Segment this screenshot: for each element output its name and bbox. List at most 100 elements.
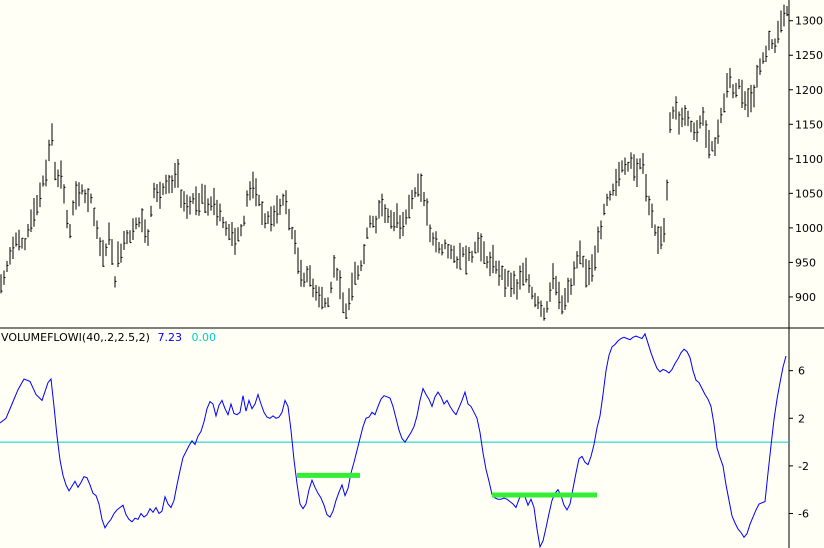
ohlc-bar [381,193,384,217]
ohlc-bar [732,84,735,99]
ohlc-bar [156,184,159,203]
ohlc-bar [528,274,531,293]
ohlc-bar [246,190,249,207]
ohlc-bar [408,194,411,219]
ohlc-bar [168,174,171,194]
ohlc-bar [729,67,732,89]
ohlc-bar [630,152,633,169]
ohlc-bar [141,208,144,233]
ohlc-bar [438,241,441,254]
ohlc-bar [531,286,534,300]
ohlc-bar [645,174,648,202]
ohlc-bar [363,244,366,265]
price-tick-label: 1000 [795,222,823,235]
ohlc-bar [654,224,657,237]
ohlc-bar [309,265,312,287]
ohlc-bar [708,129,711,159]
ohlc-bar [339,270,342,300]
ohlc-bar [60,160,63,189]
ohlc-bar [549,282,552,302]
ohlc-bar [513,270,516,295]
ohlc-bar [210,196,213,211]
ohlc-bar [540,300,543,317]
indicator-y-axis: 6 2 -2 -6 [789,365,809,520]
ohlc-bar [264,213,267,229]
ohlc-bar [138,217,141,228]
ohlc-bar [183,191,186,212]
ohlc-bar [663,218,666,243]
ohlc-bar [54,161,57,181]
ohlc-bar [78,182,81,207]
ohlc-bar [231,222,234,247]
ohlc-bar [255,178,258,207]
ohlc-bar [189,196,192,215]
ohlc-bar [429,224,432,243]
ohlc-bar [576,251,579,269]
ohlc-bar [276,195,279,224]
ohlc-bar [726,72,729,98]
ohlc-bar [558,281,561,310]
ohlc-bar [399,215,402,239]
ohlc-bar [780,10,783,33]
ohlc-bar [591,254,594,282]
ohlc-bar [327,297,330,308]
ohlc-bar [771,39,774,49]
price-tick-label: 950 [795,256,816,269]
ohlc-bar [564,288,567,311]
ohlc-bar [192,193,195,204]
ohlc-bar [30,209,33,232]
ohlc-bar [774,38,777,54]
price-tick-label: 900 [795,291,816,304]
ohlc-bar [624,157,627,175]
ohlc-bar [702,106,705,126]
ohlc-bar [738,78,741,90]
ohlc-bar [129,230,132,244]
ohlc-bar [522,262,525,286]
ohlc-bar [165,174,168,195]
ohlc-bar [342,292,345,314]
price-panel [0,4,789,321]
price-tick-label: 1300 [795,15,823,28]
ohlc-bar [453,245,456,263]
ohlc-bar [477,232,480,253]
ohlc-bar [486,256,489,269]
ohlc-bar [426,198,429,226]
ohlc-bar [636,158,639,188]
ohlc-bar [696,120,699,142]
ohlc-bar [171,175,174,194]
ohlc-bar [411,189,414,210]
indicator-tick-label: 2 [798,412,805,425]
indicator-value: 7.23 [157,331,182,344]
ohlc-bar [45,159,48,187]
ohlc-bar [267,211,270,225]
ohlc-bar [684,105,687,126]
ohlc-bar [543,307,546,321]
ohlc-bar [735,82,738,98]
indicator-header: VOLUMEFLOWI(40,.2,2.5,2) 7.23 0.00 [1,331,216,344]
ohlc-bar [393,211,396,232]
price-y-axis: 1300 1250 1200 1150 1100 1050 1000 950 900 [789,15,823,304]
ohlc-bar [657,226,660,254]
ohlc-bar [444,239,447,250]
ohlc-bar [627,161,630,172]
price-tick-label: 1250 [795,49,823,62]
ohlc-bar [111,239,114,265]
ohlc-bar [783,4,786,27]
ohlc-bar [36,194,39,216]
ohlc-bar [159,181,162,209]
ohlc-bar [348,288,351,311]
ohlc-bar [27,223,30,238]
ohlc-bar [147,229,150,246]
ohlc-bar [186,194,189,219]
ohlc-bar [213,187,216,216]
ohlc-bar [228,224,231,241]
ohlc-bar [48,139,51,162]
ohlc-bar [597,226,600,253]
ohlc-bar [720,107,723,124]
ohlc-bar [435,231,438,253]
ohlc-bar [15,232,18,247]
ohlc-bar [570,278,573,295]
ohlc-bar [750,84,753,113]
ohlc-bar [648,195,651,216]
zero-line-value: 0.00 [191,331,216,344]
